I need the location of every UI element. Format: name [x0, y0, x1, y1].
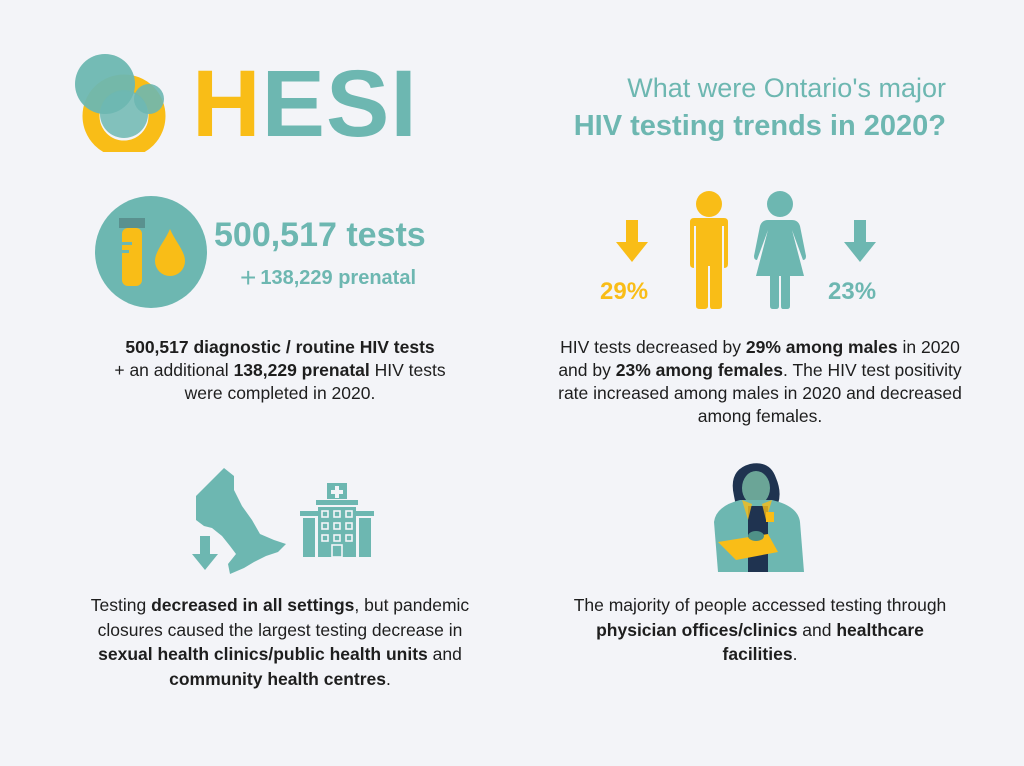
logo-circles-icon — [75, 54, 166, 152]
caption-text: + an additional — [114, 360, 234, 380]
doctor-with-clipboard-icon — [714, 463, 804, 572]
ontario-map-icon — [196, 468, 286, 574]
caption-text: HIV tests — [369, 360, 446, 380]
male-percent: 29% — [600, 278, 649, 305]
tests-caption: 500,517 diagnostic / routine HIV tests +… — [80, 336, 480, 405]
total-tests-label: 500,517 tests — [214, 216, 426, 254]
caption-text: , but pandemic closures caused the large… — [97, 595, 470, 640]
caption-text: Testing — [90, 595, 152, 615]
caption-text: HIV tests decreased by — [560, 337, 746, 357]
caption-text: in 2020 and by — [558, 337, 960, 380]
page-title: What were Ontario's major HIV testing tr… — [574, 70, 946, 146]
plus-icon: + — [240, 262, 257, 293]
caption-bold: physician offices/clinics — [596, 619, 798, 640]
caption-text: and — [427, 644, 462, 664]
female-figure-icon — [754, 191, 806, 309]
male-figure-icon — [690, 191, 728, 309]
logo-text: HESI — [192, 54, 418, 154]
caption-bold: 29% among males — [745, 337, 898, 357]
caption-bold: sexual health clinics/public health unit… — [98, 644, 428, 664]
caption-text: were completed in 2020. — [184, 383, 376, 403]
caption-bold: community health centres — [169, 668, 386, 689]
settings-down-arrow-icon — [192, 536, 218, 570]
caption-text: . — [792, 644, 798, 664]
caption-text: . The HIV test positivity rate increased… — [558, 360, 962, 426]
title-line-2: HIV testing trends in 2020? — [573, 110, 946, 142]
caption-text: The majority of people accessed testing … — [573, 595, 947, 615]
caption-bold: 138,229 prenatal — [233, 360, 370, 380]
caption-bold: 500,517 diagnostic / routine HIV tests — [125, 337, 435, 357]
female-percent: 23% — [828, 278, 877, 305]
caption-text: . — [386, 668, 391, 689]
prenatal-tests-label: +138,229 prenatal — [240, 262, 416, 294]
ohesi-logo: HESI — [72, 52, 432, 154]
test-tube-and-drop-icon — [95, 196, 207, 308]
hospital-icon — [300, 483, 374, 557]
logo-letter-h: H — [192, 51, 262, 157]
female-down-arrow-icon — [844, 220, 876, 262]
caption-bold: 23% among females — [615, 360, 784, 380]
title-line-1: What were Ontario's major — [627, 73, 946, 103]
caption-text: and — [797, 619, 837, 640]
caption-bold: decreased in all settings — [151, 595, 355, 615]
prenatal-count: 138,229 prenatal — [260, 267, 417, 289]
male-down-arrow-icon — [616, 220, 648, 262]
logo-letters-esi: ESI — [261, 51, 418, 157]
access-caption: The majority of people accessed testing … — [560, 593, 960, 667]
caption-bold: healthcare facilities — [722, 619, 924, 665]
sex-trend-caption: HIV tests decreased by 29% among males i… — [548, 336, 972, 428]
settings-caption: Testing decreased in all settings, but p… — [80, 593, 480, 691]
